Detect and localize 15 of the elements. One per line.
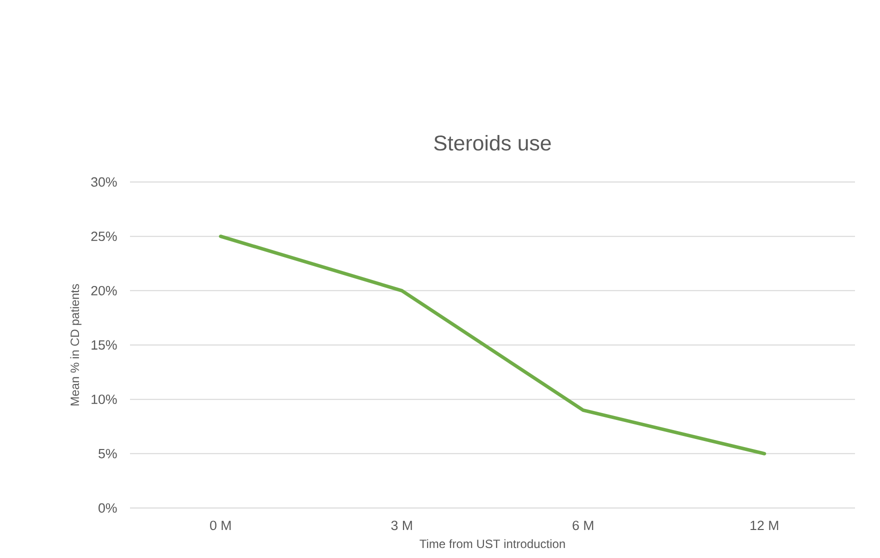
y-tick-label: 0% <box>98 503 117 513</box>
x-tick-label: 6 M <box>572 520 594 530</box>
y-tick-label: 20% <box>91 286 117 296</box>
y-axis-title: Mean % in CD patients <box>70 284 82 406</box>
y-tick-label: 10% <box>92 394 117 404</box>
x-tick-label: 12 M <box>750 520 778 530</box>
y-tick-label: 30% <box>91 177 117 187</box>
line-series <box>218 234 766 456</box>
x-axis-title: Time from UST introduction <box>420 539 565 548</box>
y-tick-label: 25% <box>91 232 117 242</box>
x-tick-label: 3 M <box>391 520 412 530</box>
y-tick-label: 5% <box>98 448 117 458</box>
chart-title: Steroids use <box>434 134 551 151</box>
y-tick-label: 15% <box>92 340 117 350</box>
x-tick-label: 0 M <box>210 520 231 530</box>
